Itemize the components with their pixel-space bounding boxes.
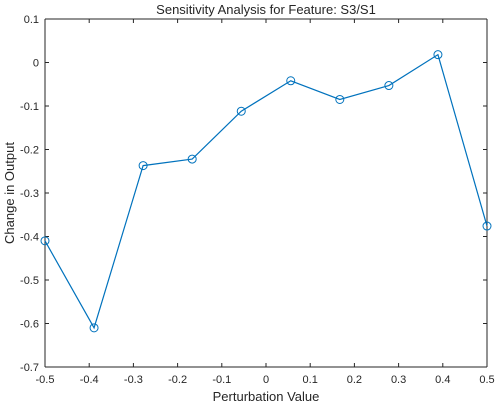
data-point-marker (236, 106, 246, 116)
y-tick-label: -0.2 (20, 145, 39, 157)
data-point-marker (335, 94, 345, 104)
y-tick-label: -0.7 (20, 362, 39, 374)
x-tick-label: -0.3 (124, 374, 143, 386)
data-point-marker (384, 81, 394, 91)
x-axis-label: Perturbation Value (213, 389, 320, 404)
x-tick-label: 0.5 (479, 374, 494, 386)
x-tick-label: 0.1 (303, 374, 318, 386)
data-point-marker (482, 221, 492, 231)
y-axis-label: Change in Output (2, 142, 17, 244)
y-tick-label: -0.4 (20, 232, 39, 244)
x-tick-label: -0.2 (168, 374, 187, 386)
x-tick-label: 0.3 (391, 374, 406, 386)
data-point-marker (286, 76, 296, 86)
x-tick-label: 0 (263, 374, 269, 386)
data-point-marker (433, 50, 443, 60)
x-tick-label: 0.2 (347, 374, 362, 386)
y-tick-label: 0.1 (24, 14, 39, 26)
data-point-marker (187, 154, 197, 164)
data-point-marker (40, 236, 50, 246)
y-axis-ticks: 0.1 0 -0.1 -0.2 -0.3 -0.4 -0.5 -0.6 -0.7 (20, 14, 487, 374)
data-point-marker (138, 161, 148, 171)
y-tick-label: -0.5 (20, 275, 39, 287)
x-tick-label: -0.4 (80, 374, 99, 386)
x-tick-label: 0.4 (435, 374, 450, 386)
series-line (44, 53, 488, 330)
y-tick-label: -0.6 (20, 319, 39, 331)
chart-title: Sensitivity Analysis for Feature: S3/S1 (156, 2, 376, 17)
y-tick-label: -0.1 (20, 101, 39, 113)
plot-axes (44, 18, 488, 368)
data-series (40, 50, 492, 333)
x-axis-ticks: -0.5 -0.4 -0.3 -0.2 -0.1 0 0.1 0.2 0.3 0.4 0.5 (36, 19, 495, 386)
y-tick-label: 0 (33, 58, 39, 70)
data-point-marker (89, 323, 99, 333)
y-tick-label: -0.3 (20, 188, 39, 200)
x-tick-label: -0.1 (212, 374, 231, 386)
x-tick-label: -0.5 (36, 374, 55, 386)
